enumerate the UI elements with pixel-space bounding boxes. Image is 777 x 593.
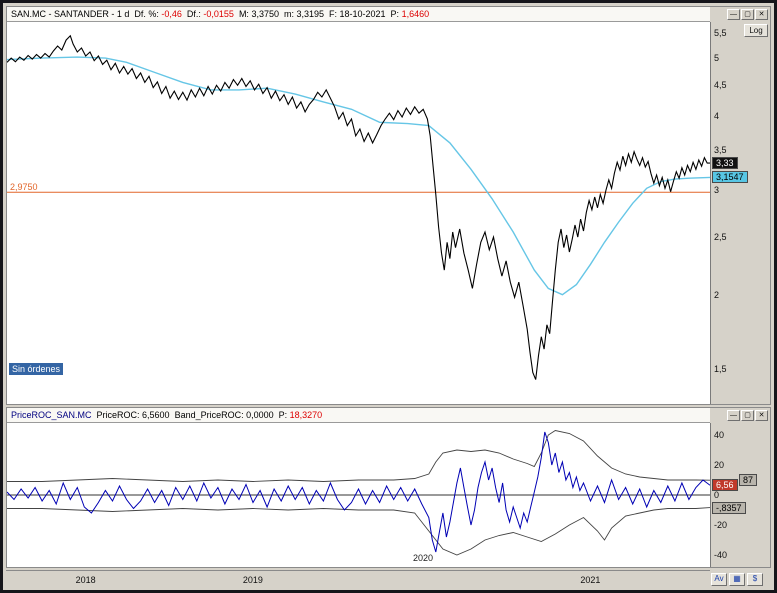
field-value: 18-10-2021 <box>339 9 386 19</box>
av-tool-button[interactable]: Av <box>711 572 727 586</box>
symbol-title: SAN.MC - SANTANDER - 1 d <box>11 9 130 19</box>
value-badge: 3,33 <box>712 157 738 170</box>
currency-tool-button[interactable]: $ <box>747 572 763 586</box>
y-axis-tick-label: 2,5 <box>714 232 727 243</box>
field-label: Df. %: <box>129 9 162 19</box>
close-button[interactable]: ✕ <box>755 410 768 421</box>
y-axis-tick-label: 4,5 <box>714 80 727 91</box>
y-axis-tick-label: 5 <box>714 53 720 64</box>
price-series <box>7 34 710 380</box>
price-chart-window: SAN.MC - SANTANDER - 1 d Df. %: -0,46 Df… <box>6 6 771 405</box>
field-label: PriceROC: <box>91 410 143 420</box>
inner-year-label: 2020 <box>413 553 434 563</box>
y-axis-tick-label: 40 <box>714 430 725 440</box>
no-orders-label: Sin órdenes <box>9 363 64 375</box>
maximize-button[interactable]: ▢ <box>741 410 754 421</box>
field-value: -0,46 <box>161 9 182 19</box>
y-axis-tick-label: 20 <box>714 460 725 470</box>
roc-indicator-window: PriceROC_SAN.MC PriceROC: 6,5600 Band_Pr… <box>6 407 771 568</box>
value-badge: 6,56 <box>712 479 738 492</box>
field-label: F: <box>324 9 340 19</box>
field-value: 0,0000 <box>246 410 274 420</box>
roc-y-axis: 40 20 0 -20 -40 87 6,56 -,8357 <box>711 423 770 567</box>
y-axis-tick-label: 0 <box>714 490 720 500</box>
value-badge: 87 <box>739 474 758 487</box>
price-title-fields: Df. %: -0,46 Df.: -0,0155 M: 3,3750 m: 3… <box>129 9 429 19</box>
price-window-controls: — ▢ ✕ <box>710 7 770 22</box>
corner-toolbar: Av ▦ $ <box>710 570 771 588</box>
field-label: Df.: <box>181 9 204 19</box>
value-badge: -,8357 <box>712 501 746 514</box>
price-roc-series <box>7 431 710 553</box>
roc-window-controls: — ▢ ✕ <box>710 408 770 423</box>
y-axis-tick-label: 3 <box>714 185 720 196</box>
field-label: M: <box>233 9 252 19</box>
roc-window-titlebar[interactable]: PriceROC_SAN.MC PriceROC: 6,5600 Band_Pr… <box>7 408 770 423</box>
y-axis-tick-label: 2 <box>714 289 720 300</box>
year-label: 2018 <box>75 575 96 585</box>
log-scale-button[interactable]: Log <box>744 24 768 37</box>
maximize-button[interactable]: ▢ <box>741 9 754 20</box>
y-axis-tick-label: 3,5 <box>714 145 727 156</box>
field-value: -0,0155 <box>203 9 234 19</box>
value-badge: 3,1547 <box>712 171 748 184</box>
y-axis-tick-label: 1,5 <box>714 364 727 375</box>
roc-chart-canvas <box>7 430 710 556</box>
minimize-button[interactable]: — <box>727 9 740 20</box>
field-value: 3,3195 <box>296 9 324 19</box>
minimize-button[interactable]: — <box>727 410 740 421</box>
field-value: 18,3270 <box>289 410 323 420</box>
field-value: 3,3750 <box>251 9 279 19</box>
price-chart-canvas <box>7 34 710 380</box>
y-axis-tick-label: 4 <box>714 110 720 121</box>
indicator-title: PriceROC_SAN.MC <box>11 410 92 420</box>
field-value: 1,6460 <box>401 9 430 19</box>
y-axis-tick-label: -40 <box>714 550 728 560</box>
price-y-axis: Log 5,5 5 4,5 4 3,5 3 2,5 2 1,5 3,33 3,1547 <box>711 22 770 404</box>
year-label: 2019 <box>242 575 263 585</box>
field-label: P: <box>385 9 402 19</box>
moving-average-series <box>7 56 710 296</box>
time-axis: 2018 2019 2021 Av ▦ $ <box>6 570 771 588</box>
roc-title-fields: PriceROC: 6,5600 Band_PriceROC: 0,0000 P… <box>92 410 323 420</box>
year-label: 2021 <box>580 575 601 585</box>
price-window-titlebar[interactable]: SAN.MC - SANTANDER - 1 d Df. %: -0,46 Df… <box>7 7 770 22</box>
price-chart-area[interactable]: Sin órdenes 2,9750 <box>7 22 711 404</box>
band-upper-series <box>7 430 710 482</box>
y-axis-tick-label: 5,5 <box>714 28 727 39</box>
roc-title-strip: PriceROC_SAN.MC PriceROC: 6,5600 Band_Pr… <box>7 408 710 423</box>
y-axis-tick-label: -20 <box>714 520 728 530</box>
price-title-strip: SAN.MC - SANTANDER - 1 d Df. %: -0,46 Df… <box>7 7 710 22</box>
roc-chart-area[interactable]: 2020 <box>7 423 711 567</box>
close-button[interactable]: ✕ <box>755 9 768 20</box>
horizontal-line-label: 2,9750 <box>10 182 38 193</box>
time-axis-strip[interactable]: 2018 2019 2021 <box>6 570 710 588</box>
field-label: P: <box>273 410 290 420</box>
field-label: m: <box>278 9 297 19</box>
field-value: 6,5600 <box>142 410 170 420</box>
save-tool-button[interactable]: ▦ <box>729 572 745 586</box>
field-label: Band_PriceROC: <box>169 410 247 420</box>
band-lower-series <box>7 507 710 556</box>
